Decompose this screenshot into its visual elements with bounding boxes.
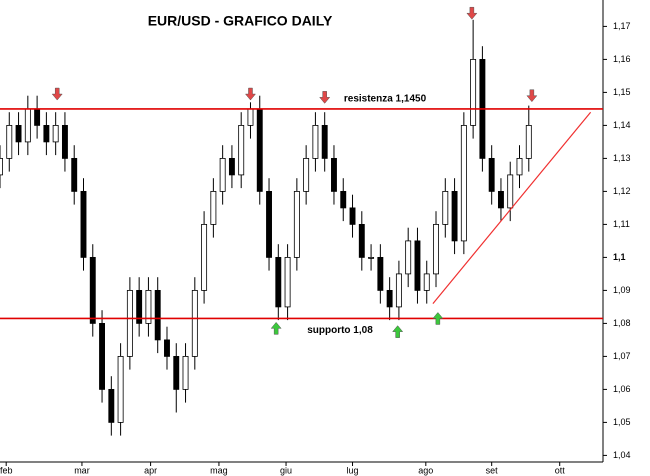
candle-body <box>52 125 59 143</box>
x-tick-label: giu <box>280 465 292 475</box>
candle-body <box>136 289 143 324</box>
arrow-marker <box>392 325 404 338</box>
y-tick-label: 1,04 <box>613 450 631 460</box>
candle-body <box>331 157 337 192</box>
candle-body <box>321 125 328 159</box>
candle-body <box>219 157 226 192</box>
candle-body <box>24 108 31 143</box>
candle-body <box>414 240 421 291</box>
x-tick-label: mar <box>74 465 90 475</box>
arrow-marker <box>319 91 331 104</box>
candle-body <box>210 190 217 225</box>
arrow-marker <box>51 87 63 101</box>
candle-body <box>182 355 189 390</box>
candle-body <box>201 223 208 291</box>
candle-body <box>312 125 319 159</box>
arrow-marker <box>526 89 538 103</box>
y-tick-label: 1,11 <box>613 219 630 229</box>
candle-body <box>275 256 282 308</box>
y-tick-label: 1,17 <box>613 21 631 31</box>
arrow-marker <box>466 6 478 20</box>
candle-body <box>368 256 375 259</box>
candle-body <box>284 256 291 308</box>
candle-body <box>488 157 495 192</box>
candle-body <box>173 355 180 390</box>
x-tick-label: mag <box>210 465 228 475</box>
y-tick-label: 1,13 <box>613 153 631 163</box>
y-tick-label: 1,09 <box>613 285 631 295</box>
candle-body <box>15 125 22 143</box>
candle-body <box>460 125 467 242</box>
candle-body <box>442 190 449 225</box>
x-tick-label: apr <box>144 465 157 475</box>
candle-body <box>238 125 245 176</box>
candle-body <box>154 289 161 341</box>
candle-body <box>340 190 347 209</box>
arrow-marker <box>270 321 282 335</box>
candle-body <box>191 289 198 357</box>
candle-body <box>266 190 272 258</box>
candle-body <box>145 289 152 324</box>
candle-body <box>423 273 430 291</box>
candle-body <box>0 157 3 176</box>
candle-body <box>525 125 532 159</box>
y-tick-label: 1,08 <box>613 318 631 328</box>
candle-body <box>433 223 439 275</box>
x-tick-label: ago <box>418 465 433 475</box>
candle-body <box>61 125 68 159</box>
candle-body <box>303 157 310 192</box>
candle-body <box>358 223 365 258</box>
y-tick-label: 1,14 <box>613 120 631 130</box>
candle-body <box>377 256 384 291</box>
candle-body <box>71 157 78 192</box>
candle-body <box>507 174 514 209</box>
candle-body <box>451 190 458 242</box>
candle-body <box>386 289 393 308</box>
candle-body <box>405 240 412 275</box>
candle-body <box>498 190 504 209</box>
candle-body <box>395 273 402 308</box>
candle-body <box>470 59 477 126</box>
candle-body <box>126 289 133 357</box>
candle-body <box>6 125 13 159</box>
candle-body <box>516 157 523 176</box>
candle-body <box>108 388 115 423</box>
candle-body <box>256 108 263 192</box>
y-tick-label: 1,15 <box>613 87 631 97</box>
candle-body <box>80 190 87 258</box>
level-label: supporto 1,08 <box>307 325 373 336</box>
candle-body <box>349 207 356 225</box>
x-tick-label: lug <box>347 465 359 475</box>
candle-body <box>293 190 300 258</box>
chart-title: EUR/USD - GRAFICO DAILY <box>148 13 333 29</box>
x-tick-label: feb <box>0 465 12 475</box>
arrow-marker <box>432 312 444 325</box>
candle-body <box>43 125 50 143</box>
candle-body <box>117 355 124 423</box>
level-label: resistenza 1,1450 <box>344 94 427 105</box>
y-tick-label: 1,16 <box>613 54 631 64</box>
x-tick-label: ott <box>555 465 566 475</box>
y-tick-label: 1,1 <box>613 252 626 262</box>
y-tick-label: 1,12 <box>613 186 631 196</box>
y-tick-label: 1,07 <box>613 351 631 361</box>
candle-body <box>34 108 41 126</box>
candle-body <box>164 339 170 357</box>
candle-body <box>99 322 105 390</box>
y-tick-label: 1,05 <box>613 417 631 427</box>
candle-body <box>228 157 235 176</box>
arrow-marker <box>244 87 257 101</box>
trend-line <box>432 111 592 304</box>
y-tick-label: 1,06 <box>613 384 631 394</box>
x-tick-label: set <box>486 465 499 475</box>
candle-body <box>247 108 254 126</box>
candle-body <box>89 256 96 324</box>
